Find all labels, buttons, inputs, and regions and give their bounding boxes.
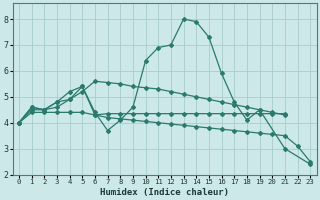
X-axis label: Humidex (Indice chaleur): Humidex (Indice chaleur) bbox=[100, 188, 229, 197]
